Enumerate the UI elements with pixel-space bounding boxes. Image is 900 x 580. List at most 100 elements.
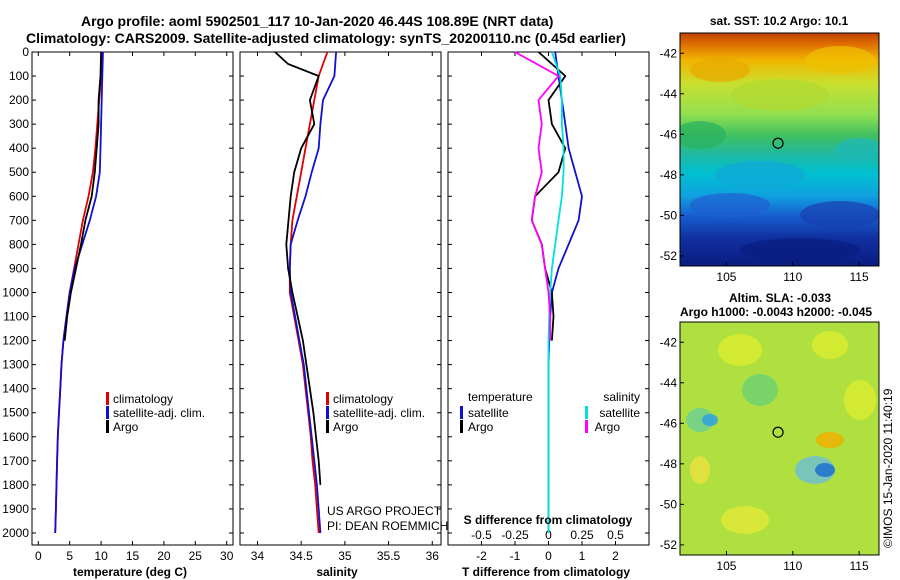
lon-tick-label: 115 <box>850 559 869 573</box>
x-tick-label: 15 <box>126 549 140 563</box>
sst-patch <box>680 121 726 149</box>
sst-patch <box>730 79 830 111</box>
s-tick-label: 0 <box>545 528 552 542</box>
legend-label-argo: Argo <box>333 420 359 434</box>
sla-map-subtitle: Argo h1000: -0.0043 h2000: -0.045 <box>680 305 872 319</box>
depth-tick-label: 1700 <box>2 454 29 468</box>
x-tick-label: 30 <box>220 549 234 563</box>
legend-swatch-argo <box>326 420 329 433</box>
sla-patch <box>815 463 835 477</box>
difference-y-ticks <box>448 51 649 534</box>
series-line-climatology <box>288 51 329 534</box>
depth-axis: 0 100 200 300 400 500 600 700 800 900 1000 1100 1200… <box>2 45 233 540</box>
s-tick-label: -0.25 <box>501 528 529 542</box>
difference-panel: -2 -1 0 1 2 -0.5 -0.25 0 0.25 0.5 temperature sa… <box>447 51 650 579</box>
legend-swatch-satellite <box>106 406 109 419</box>
series-line-climatology <box>54 51 104 534</box>
lat-tick-label: -48 <box>660 457 678 471</box>
sla-map-title: Altim. SLA: -0.033 <box>729 291 831 305</box>
lat-tick-label: -44 <box>660 376 678 390</box>
lat-tick-label: -48 <box>660 168 678 182</box>
legend-title-salinity: salinity <box>603 390 640 404</box>
legend-swatch-s-satellite <box>585 406 588 419</box>
lon-tick-label: 105 <box>716 559 736 573</box>
sst-patch <box>715 161 805 189</box>
salinity-x-axis: 34 34.5 35 35.5 36 <box>251 52 439 563</box>
x-tick-label: 34.5 <box>289 549 313 563</box>
salinity-y-ticks <box>240 51 441 534</box>
depth-tick-label: 400 <box>9 141 29 155</box>
sst-patch <box>835 138 879 162</box>
legend-label-satellite: satellite-adj. clim. <box>113 406 205 420</box>
legend-title-temperature: temperature <box>468 390 533 404</box>
t-difference-x-label: T difference from climatology <box>462 565 630 579</box>
s-tick-label: -0.5 <box>471 528 492 542</box>
sst-map-panel: sat. SST: 10.2 Argo: 10.1 105 110 115 -42 -4… <box>660 14 880 284</box>
project-annotation: US ARGO PROJECT <box>327 504 442 518</box>
depth-tick-label: 1000 <box>2 285 29 299</box>
legend-swatch-argo <box>106 420 109 433</box>
series-line-argo <box>274 51 322 485</box>
imos-credit: ©IMOS 15-Jan-2020 11:40:19 <box>881 388 895 548</box>
figure-title-line1: Argo profile: aoml 5902501_117 10-Jan-20… <box>81 13 553 29</box>
salinity-x-label: salinity <box>316 565 358 579</box>
sst-patch <box>740 238 860 262</box>
series-line-salinity-argo <box>514 51 560 341</box>
depth-tick-label: 1800 <box>2 478 29 492</box>
sst-map-axes: 105 110 115 -42 -44 -46 -48 -50 -52 <box>660 46 869 284</box>
sst-field-texture <box>680 46 879 262</box>
x-tick-label: 5 <box>66 549 73 563</box>
legend-label-climatology: climatology <box>113 392 173 406</box>
sla-patch <box>686 408 714 432</box>
x-tick-label: 2 <box>612 549 619 563</box>
series-line-argo <box>63 51 102 341</box>
depth-tick-label: 1100 <box>3 310 29 324</box>
depth-tick-label: 0 <box>22 45 29 59</box>
salinity-plot-frame <box>239 51 442 546</box>
sla-field <box>680 322 879 555</box>
depth-tick-label: 100 <box>9 69 29 83</box>
t-difference-x-axis: -2 -1 0 1 2 <box>476 52 619 563</box>
depth-tick-label: 1400 <box>2 382 29 396</box>
depth-tick-label: 800 <box>9 237 29 251</box>
x-tick-label: 0 <box>35 549 42 563</box>
x-tick-label: 25 <box>189 549 203 563</box>
series-line-temperature-satellite <box>547 51 583 533</box>
sla-patch <box>742 374 778 406</box>
x-tick-label: 20 <box>157 549 171 563</box>
sst-map-title: sat. SST: 10.2 Argo: 10.1 <box>710 14 849 28</box>
sla-field-texture <box>686 331 876 534</box>
depth-tick-label: 500 <box>9 165 29 179</box>
depth-tick-label: 600 <box>9 189 29 203</box>
argo-position-marker <box>772 426 784 438</box>
lat-tick-label: -50 <box>660 208 678 222</box>
sla-map-panel: Altim. SLA: -0.033 Argo h1000: -0.0043 h… <box>660 291 880 573</box>
sst-patch <box>690 193 770 217</box>
pi-annotation: PI: DEAN ROEMMICH <box>327 519 448 533</box>
depth-tick-label: 1600 <box>2 430 29 444</box>
legend-label-satellite: satellite-adj. clim. <box>333 406 425 420</box>
temperature-series <box>54 51 104 534</box>
temperature-plot-frame <box>31 51 234 546</box>
sla-map-frame <box>679 321 880 556</box>
legend-label-s-satellite: satellite <box>599 406 640 420</box>
sst-map-frame <box>679 32 880 267</box>
x-tick-label: 34 <box>251 549 265 563</box>
series-line-salinity-satellite <box>547 51 565 533</box>
legend-swatch-s-argo <box>585 420 588 433</box>
lon-tick-label: 110 <box>783 270 802 284</box>
argo-position-marker <box>772 137 784 149</box>
sst-patch <box>800 201 879 229</box>
salinity-panel: 34 34.5 35 35.5 36 climatology satellite-adj… <box>239 51 448 579</box>
lon-tick-label: 110 <box>783 559 802 573</box>
lon-tick-label: 115 <box>850 270 869 284</box>
depth-tick-label: 1900 <box>2 502 29 516</box>
lat-tick-label: -50 <box>660 497 678 511</box>
x-tick-label: -1 <box>510 549 521 563</box>
legend-label-argo: Argo <box>113 420 139 434</box>
lat-tick-label: -46 <box>660 416 678 430</box>
x-tick-label: 35.5 <box>377 549 401 563</box>
temperature-legend: climatology satellite-adj. clim. Argo <box>106 392 205 434</box>
depth-tick-label: 1300 <box>2 358 29 372</box>
x-tick-label: 36 <box>426 549 440 563</box>
